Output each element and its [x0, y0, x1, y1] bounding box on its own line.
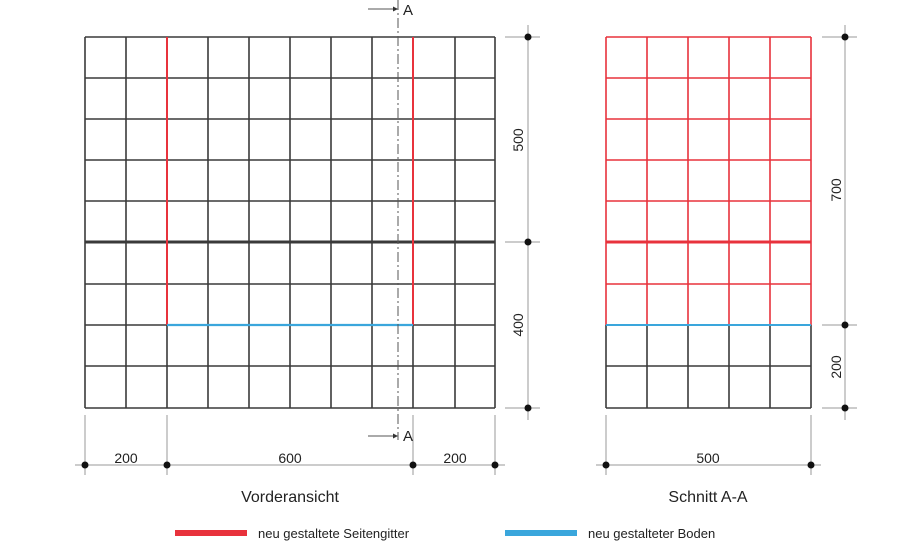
- dimension-dot: [491, 461, 499, 469]
- legend-label-side-rail: neu gestaltete Seitengitter: [258, 526, 410, 541]
- dimension-dot: [524, 33, 532, 41]
- dimension-dot: [409, 461, 417, 469]
- dimension-dot: [81, 461, 89, 469]
- dimension-dot: [524, 238, 532, 246]
- front-width-left: 200: [114, 450, 138, 466]
- legend-swatch-floor: [505, 530, 577, 536]
- front-width-right: 200: [443, 450, 467, 466]
- section-marker-bottom: A: [403, 428, 413, 445]
- section-height-lower: 200: [828, 355, 844, 379]
- section-view-caption: Schnitt A-A: [668, 489, 747, 506]
- legend-swatch-side-rail: [175, 530, 247, 536]
- front-height-upper: 500: [510, 128, 526, 152]
- front-width-middle: 600: [278, 450, 302, 466]
- arrow-icon: [393, 433, 398, 439]
- dimension-dot: [841, 404, 849, 412]
- dimension-dot: [524, 404, 532, 412]
- dimension-dot: [163, 461, 171, 469]
- section-width: 500: [696, 450, 720, 466]
- front-view-caption: Vorderansicht: [241, 489, 339, 506]
- section-height-upper: 700: [828, 178, 844, 202]
- dimension-lines: [75, 25, 857, 475]
- section-view-grid: [605, 36, 812, 409]
- dimension-dot: [841, 33, 849, 41]
- dimension-dot: [841, 321, 849, 329]
- arrow-icon: [393, 6, 398, 12]
- front-height-lower: 400: [510, 313, 526, 337]
- section-marker-top: A: [403, 2, 413, 19]
- dimension-dot: [602, 461, 610, 469]
- front-view-grid: [84, 0, 496, 440]
- legend-label-floor: neu gestalteter Boden: [588, 526, 715, 541]
- dimension-dot: [807, 461, 815, 469]
